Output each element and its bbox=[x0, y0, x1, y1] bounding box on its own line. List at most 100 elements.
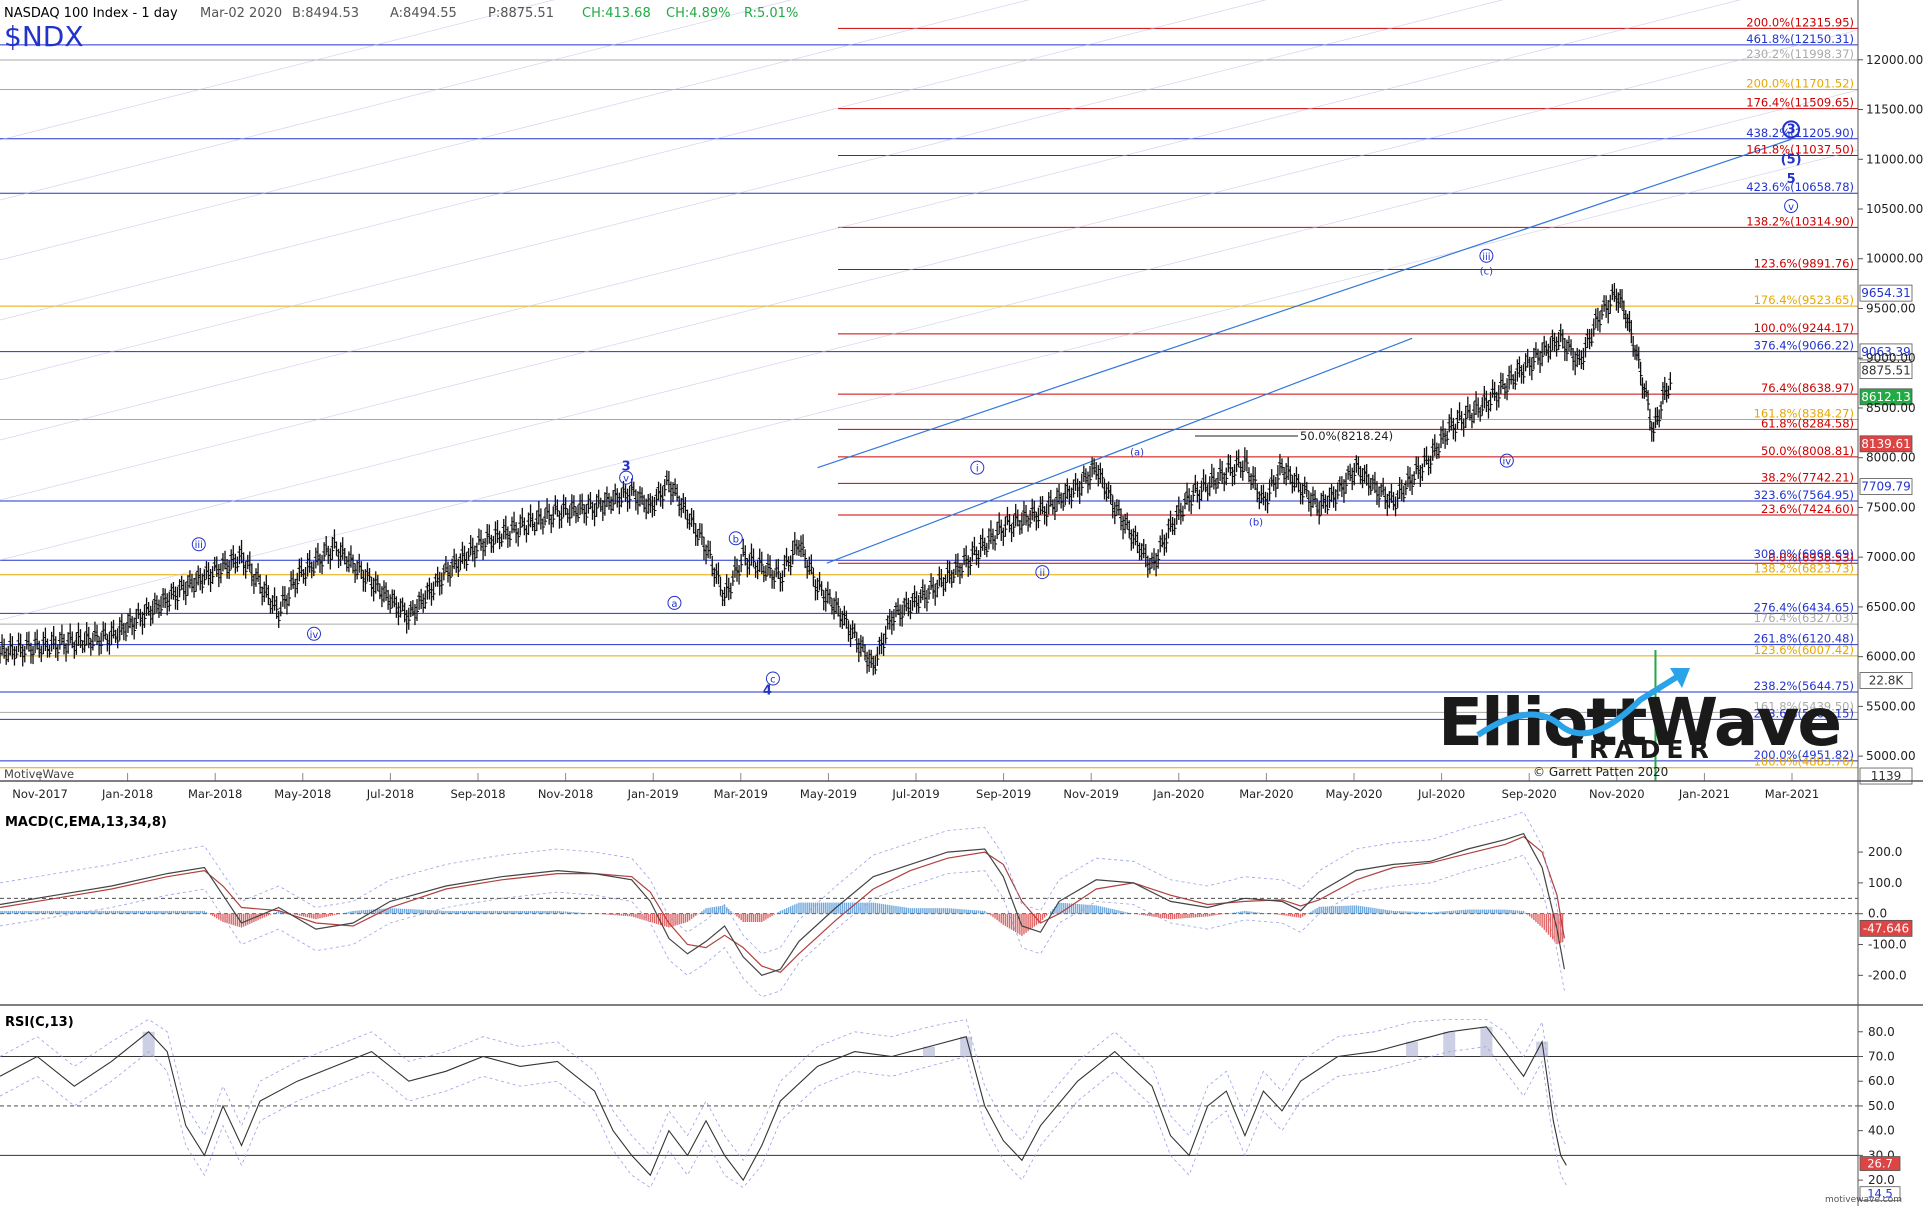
time-x-axis: Nov-2017 Jan-2018 Mar-2018 May-2018 Jul-2018… bbox=[12, 773, 1819, 801]
time-tick-label: Nov-2019 bbox=[1063, 787, 1119, 801]
chart-title: NASDAQ 100 Index - 1 day bbox=[4, 6, 178, 21]
fib-level-label: 376.4%(9066.22) bbox=[1754, 339, 1854, 353]
header-price: P:8875.51 bbox=[488, 6, 554, 21]
fib-level-label: 200.0%(4951.82) bbox=[1754, 748, 1854, 762]
price-tag: 7709.79 bbox=[1861, 480, 1911, 494]
fib-level-label: 138.2%(6823.73) bbox=[1754, 562, 1854, 576]
wave-label: (c) bbox=[1480, 267, 1493, 278]
time-tick-label: Mar-2020 bbox=[1239, 787, 1293, 801]
time-tick-label: Nov-2018 bbox=[538, 787, 594, 801]
header-change: CH:413.68 bbox=[582, 6, 651, 21]
price-tick-label: 10500.00 bbox=[1866, 202, 1923, 216]
fib-level-label: 423.6%(10658.78) bbox=[1746, 180, 1854, 194]
price-tick-label: 8000.00 bbox=[1866, 451, 1916, 465]
time-tick-label: Jul-2019 bbox=[891, 787, 939, 801]
price-tick-label: 7000.00 bbox=[1866, 550, 1916, 564]
macd-signal-line bbox=[0, 836, 1565, 973]
macd-title: MACD(C,EMA,13,34,8) bbox=[5, 815, 167, 830]
price-tag: 8875.51 bbox=[1861, 364, 1911, 378]
wave-label: b bbox=[733, 534, 739, 545]
wave-label: 4 bbox=[763, 683, 772, 698]
fib-level-label: 176.4%(11509.65) bbox=[1746, 96, 1854, 110]
price-tick-label: 11500.00 bbox=[1866, 103, 1923, 117]
price-tick-label: 8500.00 bbox=[1866, 401, 1916, 415]
logo-copyright: © Garrett Patten 2020 bbox=[1533, 765, 1668, 779]
fib-level-label: 161.8%(11037.50) bbox=[1746, 143, 1854, 157]
fib-level-label: 38.2%(7742.21) bbox=[1761, 470, 1854, 484]
fib-level-label: 309.0%(6969.69) bbox=[1754, 547, 1854, 561]
fib-level-label: 438.2%(11205.90) bbox=[1746, 126, 1854, 140]
fib-level-label: 61.8%(8284.58) bbox=[1761, 416, 1854, 430]
time-tick-label: Jul-2018 bbox=[366, 787, 414, 801]
price-tick-label: 6000.00 bbox=[1866, 650, 1916, 664]
logo-line2: TRADER bbox=[1566, 735, 1715, 764]
rsi-panel[interactable]: 80.070.060.050.040.030.020.026.714.5 bbox=[0, 1018, 1901, 1202]
price-tick-label: 5500.00 bbox=[1866, 699, 1916, 713]
wave-label: 3 bbox=[622, 460, 631, 475]
rsi-tick-label: 70.0 bbox=[1868, 1050, 1895, 1064]
fibonacci-level-labels: 200.0%(12315.95) 461.8%(12150.31)230.2%(1… bbox=[1195, 15, 1854, 769]
fib-level-label: 138.2%(10314.90) bbox=[1746, 214, 1854, 228]
header-ask: A:8494.55 bbox=[390, 6, 457, 21]
macd-line bbox=[0, 832, 1565, 976]
time-tick-label: Jan-2018 bbox=[101, 787, 153, 801]
rsi-tick-label: 80.0 bbox=[1868, 1025, 1895, 1039]
fib-level-label: 176.4%(6327.03) bbox=[1754, 611, 1854, 625]
price-series[interactable] bbox=[0, 282, 1673, 781]
fib-level-label: 76.4%(8638.97) bbox=[1761, 381, 1854, 395]
price-tick-label: 5000.00 bbox=[1866, 749, 1916, 763]
header-change-pct: CH:4.89% bbox=[666, 6, 731, 21]
wave-label: v bbox=[623, 474, 629, 485]
price-tick-label: 9500.00 bbox=[1866, 301, 1916, 315]
wave-label: iv bbox=[1502, 457, 1511, 468]
motivewave-site: motivewave.com bbox=[1825, 1195, 1902, 1205]
trend-channel-lines bbox=[0, 0, 1859, 621]
fib-level-label: 161.8%(5439.50) bbox=[1754, 699, 1854, 713]
time-tick-label: Sep-2020 bbox=[1502, 787, 1557, 801]
macd-value-tag: -47.646 bbox=[1863, 921, 1909, 935]
logo-arrow-icon bbox=[1670, 668, 1690, 688]
price-tag: 9654.31 bbox=[1861, 286, 1911, 300]
time-tick-label: Mar-2018 bbox=[188, 787, 242, 801]
macd-tick-label: -100.0 bbox=[1868, 938, 1907, 952]
time-tick-label: Jan-2021 bbox=[1678, 787, 1730, 801]
price-tag: 22.8K bbox=[1869, 674, 1905, 688]
wave-label: (b) bbox=[1249, 517, 1263, 528]
wave-label: c bbox=[770, 675, 776, 686]
time-tick-label: May-2019 bbox=[800, 787, 857, 801]
fib-level-label: 176.4%(9523.65) bbox=[1754, 293, 1854, 307]
time-tick-label: Nov-2020 bbox=[1589, 787, 1645, 801]
rsi-tick-label: 50.0 bbox=[1868, 1099, 1895, 1113]
price-tick-label: 6500.00 bbox=[1866, 600, 1916, 614]
wave-label: v bbox=[1788, 202, 1794, 213]
fibonacci-levels bbox=[0, 27, 1858, 769]
price-y-axis: 12000.00 11500.00 11000.00 10500.00 10000.00… bbox=[1858, 53, 1923, 763]
macd-panel[interactable]: 200.0 100.0 0.0 -100.0 -200.0 -47.646 bbox=[0, 811, 1913, 998]
symbol-label: $NDX bbox=[4, 20, 84, 53]
price-tag: 8139.61 bbox=[1861, 437, 1911, 451]
header-bid: B:8494.53 bbox=[292, 6, 359, 21]
fib-level-label: 238.2%(5644.75) bbox=[1754, 679, 1854, 693]
logo-wave-icon bbox=[1476, 672, 1682, 738]
header-range: R:5.01% bbox=[744, 6, 798, 21]
price-tick-label: 7500.00 bbox=[1866, 500, 1916, 514]
price-axis-tags: 9654.31 9063.39 8875.51 8612.13 8139.61 7709.… bbox=[1859, 284, 1913, 785]
fib-level-label: 123.6%(6007.42) bbox=[1754, 643, 1854, 657]
fib-level-label: 200.0%(12315.95) bbox=[1746, 15, 1854, 29]
fib-level-label: 276.4%(6434.65) bbox=[1754, 600, 1854, 614]
header-date: Mar-02 2020 bbox=[200, 6, 282, 21]
rsi-tick-label: 20.0 bbox=[1868, 1173, 1895, 1187]
fib-level-label: 230.2%(11998.37) bbox=[1746, 47, 1854, 61]
fib-level-label: 0.0%(6938.53) bbox=[1768, 550, 1854, 564]
wave-label: iii bbox=[195, 540, 203, 551]
time-tick-label: Jan-2020 bbox=[1152, 787, 1204, 801]
macd-tick-label: -200.0 bbox=[1868, 968, 1907, 982]
time-tick-label: Jul-2020 bbox=[1417, 787, 1465, 801]
rsi-title: RSI(C,13) bbox=[5, 1015, 74, 1030]
fib-level-label: 261.8%(6120.48) bbox=[1754, 632, 1854, 646]
price-tag: 1139 bbox=[1871, 769, 1902, 783]
rsi-value-tag: 14.5 bbox=[1867, 1187, 1893, 1201]
price-tick-label: 12000.00 bbox=[1866, 53, 1923, 67]
